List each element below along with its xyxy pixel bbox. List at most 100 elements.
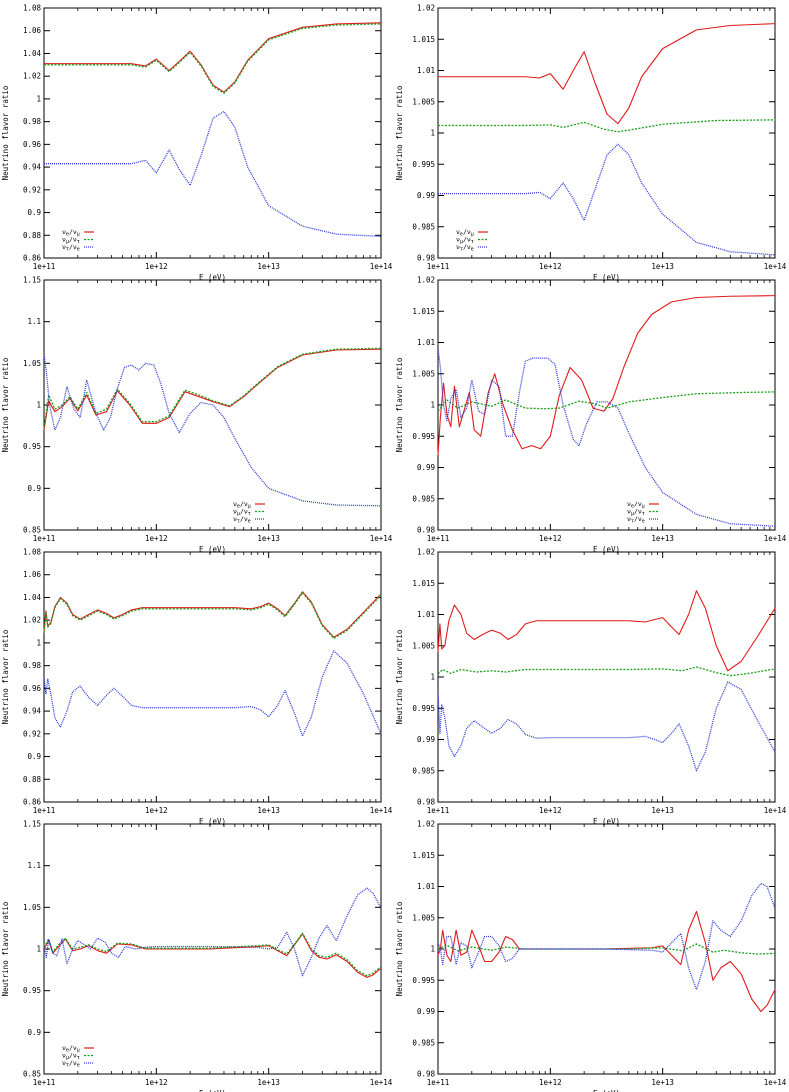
legend-label: νμ/ντ bbox=[627, 508, 645, 518]
chart-panel-6: 1e+11 1e+12 1e+13 1e+14 0.98 0.985 0.99 0.995 1 1… bbox=[395, 548, 787, 827]
y-tick-label: 1.01 bbox=[417, 338, 435, 347]
y-tick-label: 0.88 bbox=[23, 775, 42, 784]
y-tick-label: 1 bbox=[36, 945, 41, 954]
series-line-1 bbox=[437, 910, 776, 1013]
y-axis-label: Neutrino flavor ratio bbox=[395, 85, 404, 180]
y-tick-label: 1.1 bbox=[27, 317, 41, 326]
chart-panel-7: 1e+11 1e+12 1e+13 1e+14 0.85 0.9 0.95 1 1.05 1.1 1… bbox=[1, 820, 393, 1092]
x-tick-label: 1e+14 bbox=[370, 1078, 393, 1087]
x-tick-label: 1e+12 bbox=[145, 534, 168, 543]
x-tick-label: 1e+12 bbox=[145, 1078, 168, 1087]
y-tick-label: 1.02 bbox=[417, 276, 435, 285]
x-tick-label: 1e+11 bbox=[427, 806, 450, 815]
y-tick-label: 0.98 bbox=[23, 661, 42, 670]
x-axis-label: E (eV) bbox=[593, 273, 620, 282]
series-line-1 bbox=[437, 590, 776, 672]
x-tick-label: 1e+12 bbox=[145, 806, 168, 815]
y-tick-label: 0.985 bbox=[412, 766, 435, 775]
y-tick-label: 1.06 bbox=[23, 570, 42, 579]
legend-label: νe/νμ bbox=[456, 228, 474, 238]
y-tick-label: 0.86 bbox=[23, 798, 42, 807]
y-tick-label: 0.96 bbox=[23, 140, 42, 149]
y-tick-label: 0.94 bbox=[23, 163, 42, 172]
y-tick-label: 1.015 bbox=[412, 35, 435, 44]
y-tick-label: 1.02 bbox=[23, 616, 41, 625]
x-tick-label: 1e+11 bbox=[33, 262, 56, 271]
legend-label: νe/νμ bbox=[233, 500, 251, 510]
x-tick-label: 1e+14 bbox=[764, 1078, 787, 1087]
y-tick-label: 0.99 bbox=[417, 1007, 435, 1016]
legend-label: ντ/νe bbox=[62, 243, 80, 253]
series-line-3 bbox=[437, 348, 776, 527]
x-tick-label: 1e+14 bbox=[370, 534, 393, 543]
x-tick-label: 1e+14 bbox=[370, 262, 393, 271]
y-tick-label: 0.92 bbox=[23, 729, 41, 738]
series-line-2 bbox=[437, 666, 776, 677]
series-line-2 bbox=[43, 932, 382, 977]
y-tick-label: 0.85 bbox=[23, 1070, 41, 1079]
x-tick-label: 1e+14 bbox=[370, 806, 393, 815]
y-tick-label: 0.94 bbox=[23, 707, 42, 716]
x-axis-label: E (eV) bbox=[199, 817, 226, 826]
series-line-3 bbox=[44, 110, 382, 238]
series-line-3 bbox=[43, 650, 382, 737]
x-tick-label: 1e+13 bbox=[257, 534, 280, 543]
x-tick-label: 1e+12 bbox=[539, 806, 562, 815]
y-tick-label: 0.86 bbox=[23, 254, 42, 263]
legend-label: ντ/νe bbox=[233, 515, 251, 525]
x-tick-label: 1e+11 bbox=[427, 262, 450, 271]
chart-panel-1: 1e+11 1e+12 1e+13 1e+14 0.86 0.88 0.9 0.92 0.94 0… bbox=[1, 4, 393, 283]
y-tick-label: 1.01 bbox=[417, 66, 435, 75]
y-axis-label: Neutrino flavor ratio bbox=[1, 357, 10, 452]
y-tick-label: 1.005 bbox=[412, 369, 435, 378]
y-tick-label: 0.99 bbox=[417, 191, 435, 200]
y-tick-label: 0.99 bbox=[417, 463, 435, 472]
x-tick-label: 1e+12 bbox=[539, 534, 562, 543]
legend-label: ντ/νe bbox=[456, 243, 474, 253]
y-tick-label: 1.015 bbox=[412, 307, 435, 316]
x-tick-label: 1e+11 bbox=[33, 806, 56, 815]
y-axis-label: Neutrino flavor ratio bbox=[1, 629, 10, 724]
chart-panel-3: 1e+11 1e+12 1e+13 1e+14 0.85 0.9 0.95 1 1.05 1.1 1… bbox=[1, 276, 393, 555]
series-line-2 bbox=[43, 347, 382, 429]
x-tick-label: 1e+14 bbox=[764, 262, 787, 271]
y-tick-label: 1.04 bbox=[23, 593, 42, 602]
x-axis-label: E (eV) bbox=[593, 817, 620, 826]
y-tick-label: 1.005 bbox=[412, 641, 435, 650]
y-tick-label: 1.05 bbox=[23, 359, 41, 368]
y-tick-label: 0.985 bbox=[412, 1038, 435, 1047]
legend-label: νμ/ντ bbox=[233, 508, 251, 518]
y-tick-label: 0.98 bbox=[417, 798, 436, 807]
y-tick-label: 1 bbox=[36, 94, 41, 103]
y-tick-label: 0.9 bbox=[27, 1028, 41, 1037]
y-tick-label: 1 bbox=[430, 129, 435, 138]
y-tick-label: 1.015 bbox=[412, 851, 435, 860]
y-tick-label: 1.08 bbox=[23, 548, 42, 557]
y-axis-label: Neutrino flavor ratio bbox=[1, 85, 10, 180]
y-tick-label: 1.08 bbox=[23, 4, 42, 13]
y-tick-label: 0.85 bbox=[23, 526, 41, 535]
y-tick-label: 0.9 bbox=[27, 752, 41, 761]
legend-label: νμ/ντ bbox=[62, 1052, 80, 1062]
x-tick-label: 1e+12 bbox=[145, 262, 168, 271]
y-tick-label: 0.95 bbox=[23, 986, 41, 995]
y-tick-label: 1.15 bbox=[23, 820, 41, 829]
plot-frame bbox=[437, 551, 776, 803]
legend-label: νe/νμ bbox=[62, 1044, 80, 1054]
x-tick-label: 1e+14 bbox=[764, 806, 787, 815]
x-tick-label: 1e+13 bbox=[257, 1078, 280, 1087]
y-axis-label: Neutrino flavor ratio bbox=[395, 629, 404, 724]
series-line-1 bbox=[43, 933, 382, 978]
x-tick-label: 1e+13 bbox=[257, 806, 280, 815]
y-tick-label: 0.98 bbox=[417, 526, 436, 535]
series-line-3 bbox=[43, 354, 382, 507]
y-tick-label: 1.02 bbox=[417, 548, 435, 557]
series-line-2 bbox=[438, 119, 776, 133]
y-tick-label: 1 bbox=[36, 638, 41, 647]
y-tick-label: 1.005 bbox=[412, 97, 435, 106]
y-tick-label: 0.98 bbox=[23, 117, 42, 126]
series-line-1 bbox=[43, 591, 382, 638]
y-tick-label: 1.04 bbox=[23, 49, 42, 58]
legend-label: ντ/νe bbox=[627, 515, 645, 525]
